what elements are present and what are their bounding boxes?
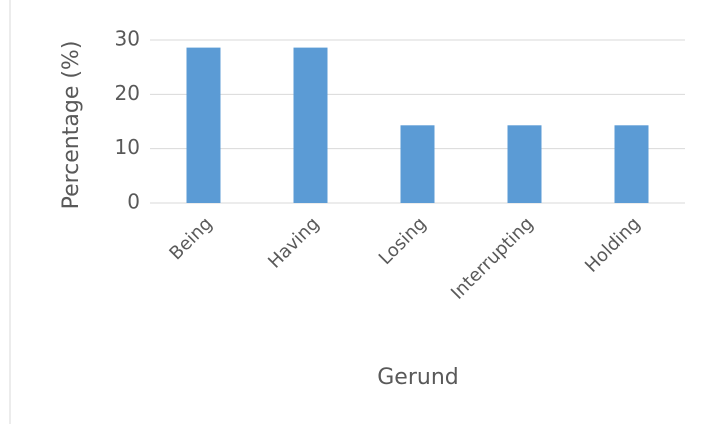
y-tick-label: 0	[127, 190, 140, 214]
y-tick-label: 20	[115, 81, 140, 105]
x-axis-title: Gerund	[377, 365, 458, 390]
y-tick-label: 30	[115, 27, 140, 51]
bar	[186, 47, 221, 204]
y-axis-title: Percentage (%)	[59, 41, 84, 210]
chart-frame	[9, 0, 703, 424]
bar	[293, 47, 328, 204]
bar	[400, 125, 435, 203]
y-tick-label: 10	[115, 135, 140, 159]
bar	[507, 125, 542, 203]
bar	[614, 125, 649, 203]
